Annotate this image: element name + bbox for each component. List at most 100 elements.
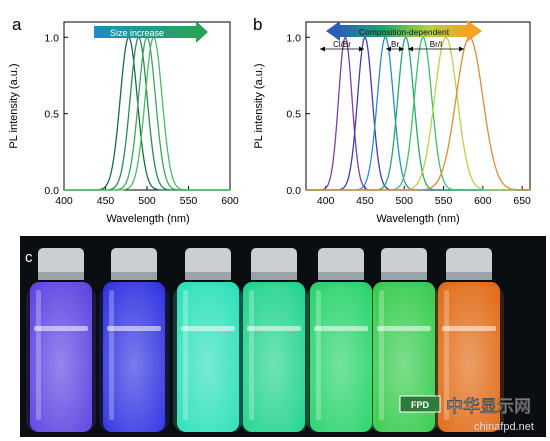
size-arrow-label: Size increase bbox=[110, 28, 164, 38]
panel-b-xlabel: Wavelength (nm) bbox=[376, 213, 459, 225]
vial-reflection bbox=[36, 290, 41, 420]
a-y-tick-label: 1.0 bbox=[44, 32, 59, 44]
panel-a-label: a bbox=[12, 15, 22, 34]
vial-glow bbox=[310, 282, 372, 432]
panel-b: b 400 450 500 550 600 650 0.0 0.5 1.0 Compositi… bbox=[253, 15, 531, 225]
watermark-chinese: 中华显示网 bbox=[446, 396, 531, 416]
group-label-br-i: Br/I bbox=[430, 40, 442, 49]
panel-c-photo: c bbox=[20, 236, 546, 437]
panel-a-y-ticks: 0.0 0.5 1.0 bbox=[44, 32, 68, 197]
vial-cap bbox=[38, 248, 84, 278]
a-x-tick-label: 600 bbox=[221, 195, 239, 207]
vial-cap-ring bbox=[251, 272, 297, 280]
vial-cap bbox=[381, 248, 427, 278]
panel-b-label: b bbox=[253, 15, 262, 34]
vial-glow bbox=[103, 282, 165, 432]
size-arrow-body bbox=[94, 26, 196, 38]
size-arrow-head bbox=[196, 21, 208, 43]
b-y-tick-label: 0.5 bbox=[286, 109, 301, 121]
b-x-tick-label: 650 bbox=[513, 195, 531, 207]
vial-reflection bbox=[249, 290, 254, 420]
vial-cap bbox=[318, 248, 364, 278]
vial-cap bbox=[185, 248, 231, 278]
panel-a-xlabel: Wavelength (nm) bbox=[106, 213, 189, 225]
vial-meniscus bbox=[377, 326, 431, 331]
vial-meniscus bbox=[247, 326, 301, 331]
b-y-tick-label: 1.0 bbox=[286, 32, 301, 44]
watermark-url: chinafpd.net bbox=[474, 421, 534, 433]
vial-meniscus bbox=[34, 326, 88, 331]
a-x-tick-label: 500 bbox=[138, 195, 156, 207]
vial-reflection bbox=[316, 290, 321, 420]
panel-b-x-ticks: 400 450 500 550 600 650 bbox=[317, 186, 531, 207]
vial-1 bbox=[26, 248, 96, 432]
a-x-tick-label: 450 bbox=[97, 195, 115, 207]
panel-a-x-ticks: 400 450 500 550 600 bbox=[55, 186, 239, 207]
composition-arrow-body bbox=[339, 25, 468, 37]
panel-b-curves bbox=[306, 36, 530, 191]
vial-cap-ring bbox=[185, 272, 231, 280]
panel-a-curves bbox=[64, 36, 230, 191]
vial-row bbox=[26, 248, 504, 432]
a-series-line-3 bbox=[64, 36, 230, 191]
a-series-line-1 bbox=[64, 36, 230, 191]
b-x-tick-label: 400 bbox=[317, 195, 335, 207]
a-series-line-2 bbox=[64, 36, 230, 191]
a-x-tick-label: 550 bbox=[180, 195, 198, 207]
b-series-line-7 bbox=[306, 36, 530, 191]
watermark: FPD 中华显示网 chinafpd.net bbox=[399, 395, 534, 433]
b-series-line-5 bbox=[306, 36, 530, 191]
panel-c-label: c bbox=[25, 249, 33, 266]
vial-cap-ring bbox=[446, 272, 492, 280]
vial-glow bbox=[177, 282, 239, 432]
panel-b-ylabel: PL intensity (a.u.) bbox=[253, 63, 265, 148]
panel-b-composition-arrow: Composition-dependent bbox=[326, 20, 482, 42]
vial-glow bbox=[243, 282, 305, 432]
a-y-tick-label: 0.5 bbox=[44, 109, 59, 121]
panel-a-plot-frame bbox=[63, 21, 231, 191]
panel-b-y-ticks: 0.0 0.5 1.0 bbox=[286, 32, 310, 197]
vial-cap-ring bbox=[111, 272, 157, 280]
b-x-tick-label: 550 bbox=[435, 195, 453, 207]
vial-glow bbox=[373, 282, 435, 432]
a-y-tick-label: 0.0 bbox=[44, 185, 59, 197]
vial-reflection bbox=[444, 290, 449, 420]
vial-3 bbox=[173, 248, 243, 432]
vial-2 bbox=[99, 248, 169, 432]
watermark-tag-box bbox=[399, 395, 441, 413]
vial-cap bbox=[111, 248, 157, 278]
b-y-tick-label: 0.0 bbox=[286, 185, 301, 197]
vial-cap-ring bbox=[38, 272, 84, 280]
b-x-tick-label: 600 bbox=[474, 195, 492, 207]
vial-glow bbox=[438, 282, 500, 432]
vial-cap-ring bbox=[381, 272, 427, 280]
group-bracket-br-i: Br/I bbox=[408, 40, 464, 52]
a-series-line-4 bbox=[64, 36, 230, 191]
vial-4 bbox=[239, 248, 309, 432]
vial-cap bbox=[446, 248, 492, 278]
vial-cap-ring bbox=[318, 272, 364, 280]
vial-meniscus bbox=[107, 326, 161, 331]
vial-cap bbox=[251, 248, 297, 278]
vial-5 bbox=[306, 248, 376, 432]
panel-a-ylabel: PL intensity (a.u.) bbox=[8, 63, 20, 148]
panel-a: a 400 450 500 550 600 0.0 0.5 1.0 Size increas… bbox=[8, 15, 239, 225]
b-x-tick-label: 450 bbox=[356, 195, 374, 207]
vial-meniscus bbox=[181, 326, 235, 331]
composition-arrow-head-right bbox=[467, 20, 482, 42]
composition-arrow-head-left bbox=[326, 21, 340, 41]
group-bracket-br: Br bbox=[386, 40, 404, 52]
group-label-br: Br bbox=[391, 40, 399, 49]
group-bracket-cl-br: Cl/Br bbox=[320, 40, 364, 52]
group-label-cl-br: Cl/Br bbox=[333, 40, 351, 49]
watermark-tag: FPD bbox=[411, 400, 430, 410]
a-x-tick-label: 400 bbox=[55, 195, 73, 207]
vial-reflection bbox=[183, 290, 188, 420]
b-x-tick-label: 500 bbox=[395, 195, 413, 207]
vial-glow bbox=[30, 282, 92, 432]
panel-a-size-arrow: Size increase bbox=[94, 21, 208, 43]
vial-7 bbox=[434, 248, 504, 432]
vial-meniscus bbox=[314, 326, 368, 331]
composition-arrow-label: Composition-dependent bbox=[359, 27, 450, 37]
vial-meniscus bbox=[442, 326, 496, 331]
